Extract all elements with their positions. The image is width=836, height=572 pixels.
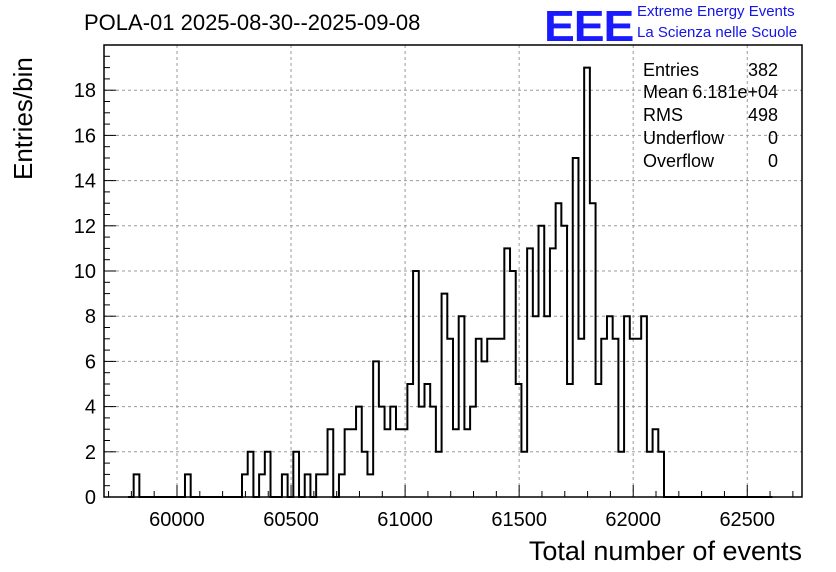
histogram-bin (322, 474, 328, 497)
y-axis-label: Entries/bin (8, 57, 38, 180)
stat-label-entries: Entries (643, 60, 700, 80)
histogram-bin (521, 452, 527, 497)
logo-line-1: Extreme Energy Events (637, 3, 795, 20)
x-tick-label: 60500 (263, 509, 319, 531)
y-tick-label: 10 (74, 261, 96, 283)
y-tick-label: 8 (85, 306, 96, 328)
y-tick-label: 18 (74, 80, 96, 102)
eee-logo: EEE (544, 2, 634, 51)
stat-label-mean: Mean (643, 82, 689, 102)
histogram-bin (630, 339, 636, 497)
histogram-bin (367, 474, 373, 497)
histogram-bin (464, 429, 470, 497)
histogram-bin (482, 361, 488, 497)
stat-label-underflow: Underflow (643, 128, 725, 148)
y-tick-label: 14 (74, 171, 96, 193)
stat-value-underflow: 0 (767, 128, 778, 148)
histogram-bin (493, 339, 499, 497)
histogram-bin (453, 429, 459, 497)
x-tick-label: 62000 (605, 509, 661, 531)
y-tick-label: 6 (85, 351, 96, 373)
histogram-bin (396, 429, 402, 497)
chart-title: POLA-01 2025-08-30--2025-09-08 (84, 10, 421, 35)
y-tick-label: 4 (85, 397, 96, 419)
stat-value-entries: 382 (747, 60, 778, 80)
histogram-bin (567, 384, 573, 497)
stat-value-mean: 6.181e+04 (692, 82, 778, 102)
histogram-bin (385, 429, 391, 497)
y-tick-label: 12 (74, 216, 96, 238)
histogram-bin (647, 452, 653, 497)
histogram-bin (436, 452, 442, 497)
x-tick-label: 61000 (377, 509, 433, 531)
histogram-bin (618, 452, 624, 497)
histogram-bin (635, 339, 641, 497)
histogram-bin (402, 429, 408, 497)
y-tick-label: 0 (85, 487, 96, 509)
histogram-bin (596, 384, 602, 497)
histogram-bin (499, 339, 505, 497)
x-axis-label: Total number of events (528, 536, 802, 566)
stat-value-rms: 498 (747, 105, 778, 125)
histogram-series (127, 66, 773, 498)
x-tick-label: 62500 (719, 509, 775, 531)
y-tick-label: 16 (74, 125, 96, 147)
x-tick-label: 60000 (149, 509, 205, 531)
histogram-bin (350, 429, 356, 497)
x-tick-label: 61500 (491, 509, 547, 531)
histogram-bin (487, 339, 493, 497)
stat-label-overflow: Overflow (643, 151, 715, 171)
histogram-bin (578, 339, 584, 497)
y-tick-label: 2 (85, 442, 96, 464)
logo-line-2: La Scienza nelle Scuole (637, 24, 798, 41)
stat-label-rms: RMS (643, 105, 683, 125)
stat-value-overflow: 0 (767, 151, 778, 171)
